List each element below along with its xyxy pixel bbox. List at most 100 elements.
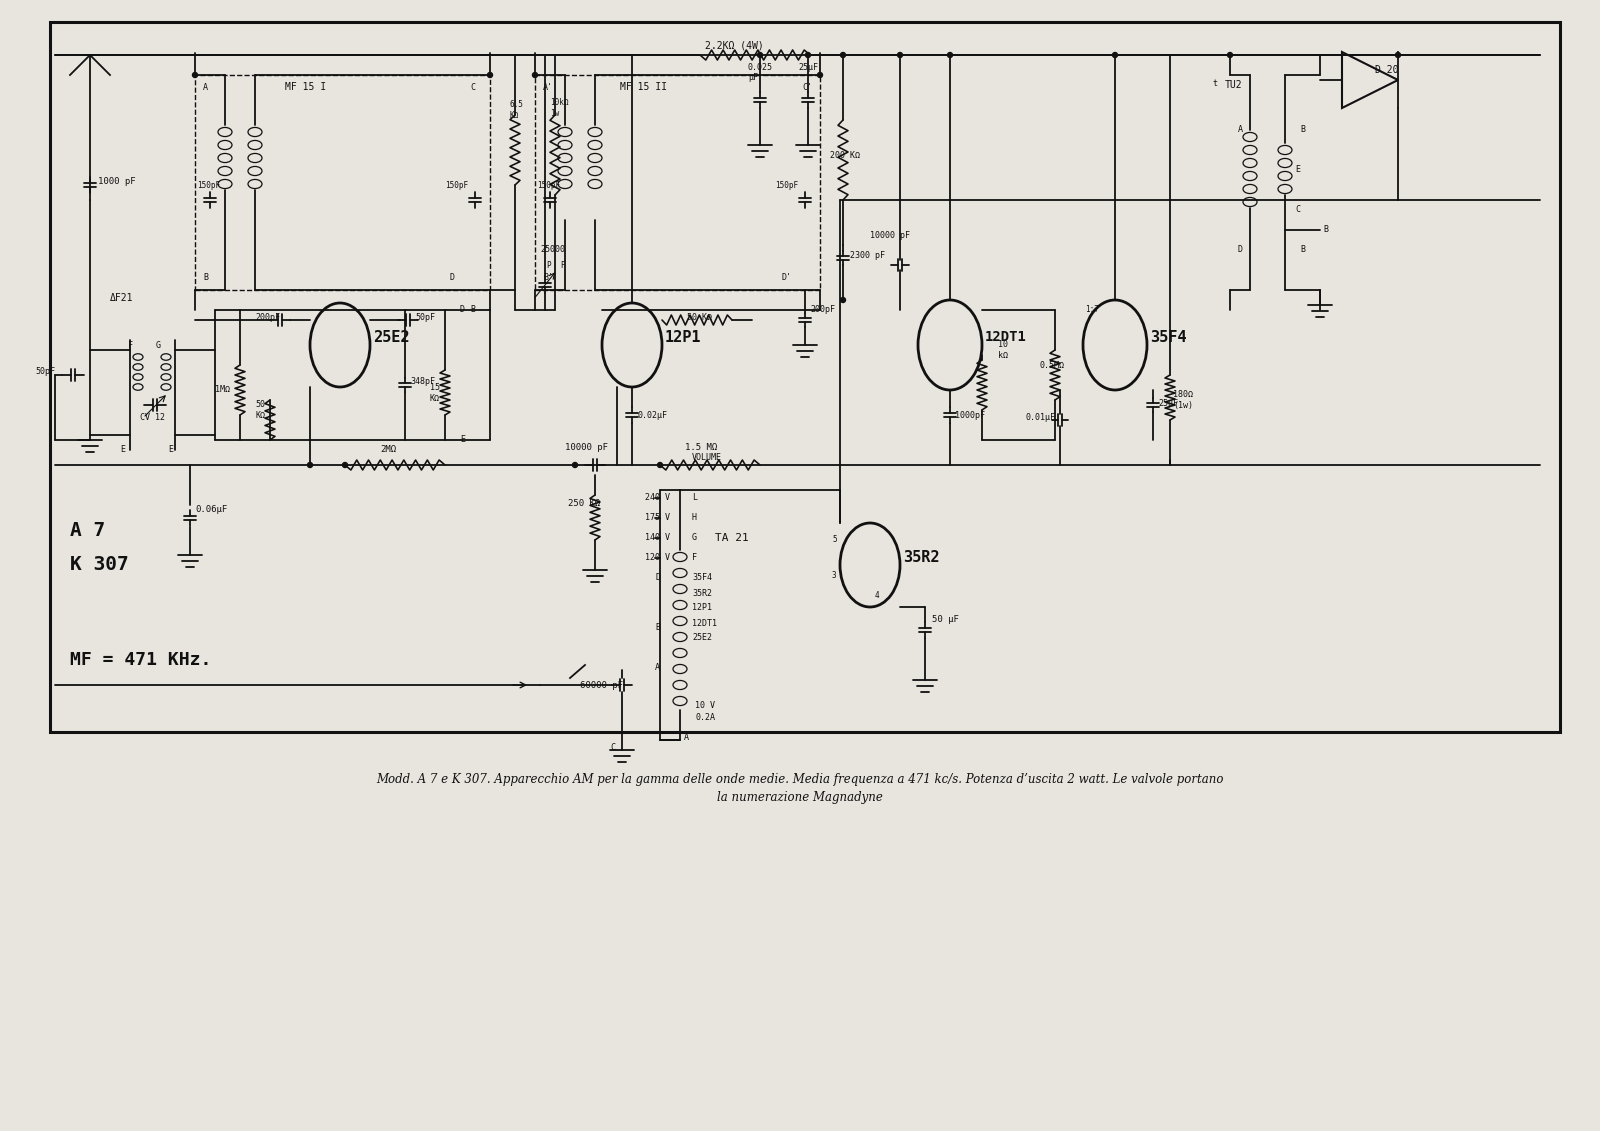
- Circle shape: [805, 52, 811, 58]
- Circle shape: [947, 52, 952, 58]
- Text: 150pF: 150pF: [197, 181, 221, 190]
- Text: 12P1: 12P1: [691, 604, 712, 613]
- Text: F: F: [128, 340, 133, 349]
- Text: 0.01µF: 0.01µF: [1026, 414, 1054, 423]
- Text: D 20: D 20: [1374, 64, 1398, 75]
- Text: A: A: [203, 83, 208, 92]
- Text: 25µF: 25µF: [798, 63, 818, 72]
- Circle shape: [488, 72, 493, 78]
- Text: C': C': [802, 83, 813, 92]
- Circle shape: [533, 72, 538, 78]
- Text: A: A: [1238, 126, 1243, 135]
- Circle shape: [1395, 52, 1400, 58]
- Text: ΔF21: ΔF21: [110, 293, 133, 303]
- Text: D: D: [450, 274, 454, 283]
- Text: 0.2A: 0.2A: [694, 714, 715, 723]
- Text: 140 V: 140 V: [645, 534, 670, 543]
- Text: G: G: [691, 534, 698, 543]
- Text: 1.5 MΩ: 1.5 MΩ: [685, 442, 717, 451]
- Text: E: E: [1294, 165, 1299, 174]
- Text: B: B: [1299, 245, 1306, 254]
- Text: 35F4: 35F4: [1150, 329, 1187, 345]
- Circle shape: [342, 463, 347, 467]
- Bar: [534, 75, 819, 290]
- Text: G: G: [157, 340, 162, 349]
- Circle shape: [658, 463, 662, 467]
- Text: 10000 pF: 10000 pF: [870, 231, 910, 240]
- Text: la numerazione Magnadyne: la numerazione Magnadyne: [717, 792, 883, 804]
- Text: D: D: [461, 305, 466, 314]
- Text: A: A: [654, 664, 661, 673]
- Text: 0.5MΩ: 0.5MΩ: [1040, 361, 1066, 370]
- Text: 50pF: 50pF: [35, 368, 54, 377]
- Circle shape: [1112, 52, 1117, 58]
- Text: 10kΩ
1w: 10kΩ 1w: [550, 98, 568, 118]
- Text: 12DT1: 12DT1: [691, 619, 717, 628]
- Text: 25E2: 25E2: [373, 329, 410, 345]
- Text: 50
KΩ: 50 KΩ: [254, 400, 266, 420]
- Text: 348pF: 348pF: [410, 378, 435, 387]
- Text: MF = 471 KHz.: MF = 471 KHz.: [70, 651, 211, 670]
- Text: E: E: [461, 435, 466, 444]
- Text: B: B: [1299, 126, 1306, 135]
- Text: 2.2KΩ (4W): 2.2KΩ (4W): [706, 40, 763, 50]
- Text: A 7: A 7: [70, 520, 106, 539]
- Text: 60000 pF: 60000 pF: [579, 681, 622, 690]
- Text: 200pF: 200pF: [810, 305, 835, 314]
- Text: 10000 pF: 10000 pF: [565, 442, 608, 451]
- Circle shape: [307, 463, 312, 467]
- Text: B: B: [654, 623, 661, 632]
- Text: 35R2: 35R2: [691, 588, 712, 597]
- Text: 180Ω
(1w): 180Ω (1w): [1173, 390, 1194, 409]
- Text: 12DT1: 12DT1: [986, 330, 1027, 344]
- Circle shape: [818, 72, 822, 78]
- Text: B: B: [1323, 225, 1328, 234]
- Text: H: H: [691, 513, 698, 523]
- Text: MF 15 I: MF 15 I: [285, 83, 326, 92]
- Text: Modd. A 7 e K 307. Apparecchio AM per la gamma delle onde medie. Media frequenza: Modd. A 7 e K 307. Apparecchio AM per la…: [376, 774, 1224, 786]
- Circle shape: [757, 52, 763, 58]
- Text: 25µF: 25µF: [1158, 398, 1178, 407]
- Text: 175 V: 175 V: [645, 513, 670, 523]
- Text: E: E: [120, 446, 125, 455]
- Text: F: F: [691, 553, 698, 562]
- Circle shape: [1227, 52, 1232, 58]
- Text: 150pF: 150pF: [538, 181, 560, 190]
- Text: K 307: K 307: [70, 555, 128, 575]
- Text: 200pF: 200pF: [254, 313, 280, 322]
- Text: E: E: [168, 446, 173, 455]
- Text: 50 KΩ: 50 KΩ: [686, 313, 712, 322]
- Text: 25E2: 25E2: [691, 633, 712, 642]
- Text: 1000pF: 1000pF: [955, 411, 986, 420]
- Text: CV 12: CV 12: [141, 414, 165, 423]
- Text: TU2: TU2: [1226, 80, 1243, 90]
- Text: D: D: [654, 573, 661, 582]
- Text: 0.02µF: 0.02µF: [637, 411, 667, 420]
- Text: 6.5
KΩ: 6.5 KΩ: [510, 101, 523, 120]
- Text: 1000 pF: 1000 pF: [98, 178, 136, 187]
- Text: 2300 pF: 2300 pF: [850, 250, 885, 259]
- Text: µF: µF: [749, 74, 758, 83]
- Text: VOLUME: VOLUME: [691, 452, 722, 461]
- Text: 5: 5: [832, 535, 837, 544]
- Text: B': B': [542, 274, 554, 283]
- Text: 150pF: 150pF: [445, 181, 469, 190]
- Circle shape: [840, 297, 845, 302]
- Text: B: B: [203, 274, 208, 283]
- Text: t: t: [1213, 78, 1218, 87]
- Text: 12P1: 12P1: [666, 329, 701, 345]
- Text: 35F4: 35F4: [691, 573, 712, 582]
- Circle shape: [573, 463, 578, 467]
- Text: 0.025: 0.025: [749, 63, 773, 72]
- Text: TA 21: TA 21: [715, 533, 749, 543]
- Circle shape: [898, 52, 902, 58]
- Text: P  F: P F: [547, 260, 565, 269]
- Text: C: C: [610, 743, 614, 752]
- Text: 150pF: 150pF: [774, 181, 798, 190]
- Text: 1MΩ: 1MΩ: [214, 386, 230, 395]
- Text: 10
kΩ: 10 kΩ: [998, 340, 1008, 360]
- Text: D: D: [1238, 245, 1243, 254]
- Circle shape: [192, 72, 197, 78]
- Text: B: B: [470, 305, 475, 314]
- Text: C: C: [1294, 206, 1299, 215]
